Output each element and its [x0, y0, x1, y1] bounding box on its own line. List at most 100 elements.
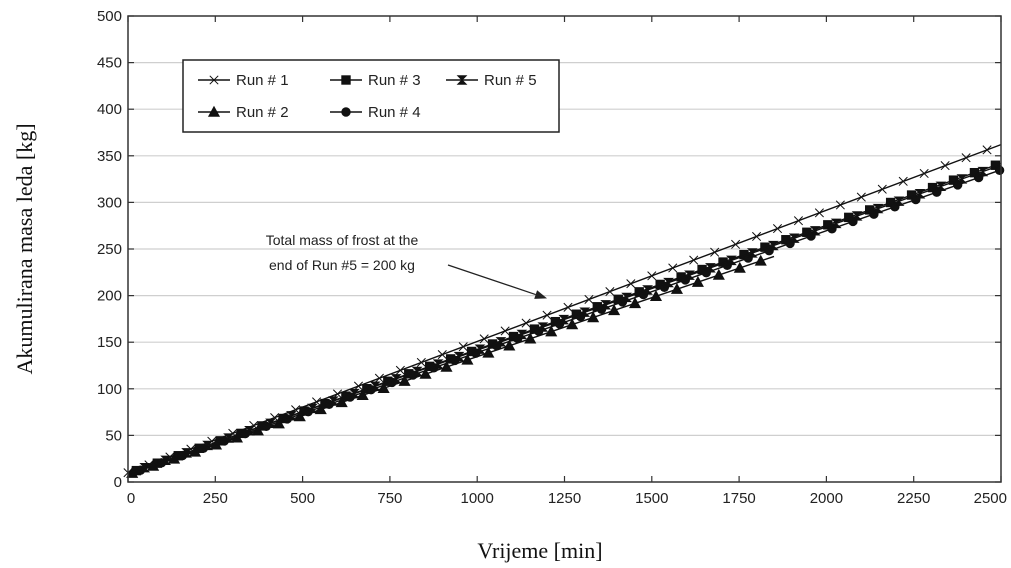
legend-label: Run # 2 — [236, 104, 289, 121]
series-point — [503, 339, 516, 351]
series-point — [348, 388, 360, 399]
series-point — [961, 153, 971, 163]
series-point — [689, 255, 699, 265]
series-point — [877, 184, 887, 194]
series-point — [982, 145, 992, 155]
series-point — [369, 381, 381, 391]
series-point — [956, 174, 968, 184]
series-point — [139, 462, 151, 473]
series-point — [474, 344, 486, 354]
series-4 — [127, 165, 1005, 476]
series-point — [440, 360, 453, 372]
annotation-line-1: Total mass of frost at the — [266, 232, 419, 248]
series-point — [566, 318, 579, 330]
y-tick-label: 0 — [114, 474, 122, 491]
series-point — [977, 166, 989, 177]
series-point — [684, 270, 695, 280]
x-tick-label: 1000 — [461, 490, 494, 507]
series-point — [416, 357, 426, 368]
series-point — [628, 297, 642, 309]
y-tick-label: 150 — [97, 334, 122, 351]
series-point — [482, 346, 495, 358]
series-point — [856, 192, 866, 202]
series-point — [767, 240, 779, 251]
series-point — [306, 403, 318, 414]
series-point — [754, 254, 767, 266]
series-point — [668, 263, 678, 273]
y-tick-labels: 0 50 100 150 200 250 300 350 400 450 500 — [97, 8, 122, 491]
series-point — [793, 216, 804, 226]
series-point — [626, 279, 636, 289]
series-point — [461, 353, 474, 365]
series-point — [398, 374, 411, 386]
annotation-arrowhead — [534, 290, 548, 299]
series-point — [733, 261, 746, 273]
series-point — [390, 374, 402, 384]
series-point — [558, 314, 570, 325]
series-point — [691, 275, 704, 287]
legend-label: Run # 3 — [368, 72, 421, 89]
series-point — [605, 287, 615, 297]
series-point — [835, 200, 845, 210]
y-tick-label: 350 — [97, 148, 122, 165]
series-point — [377, 382, 390, 393]
series-point — [608, 304, 621, 316]
series-point — [314, 403, 327, 415]
y-tick-label: 250 — [97, 241, 122, 258]
x-tick-labels: 0 250 500 750 1000 1250 1500 1750 2000 2250 2500 — [127, 490, 1007, 507]
x-tick-label: 1250 — [548, 490, 581, 507]
series-point — [335, 396, 348, 408]
series-point — [898, 176, 908, 186]
legend-entry: Run # 5 — [446, 72, 537, 89]
series-point — [788, 233, 800, 243]
series-point — [419, 367, 432, 379]
series-point — [726, 255, 737, 266]
series-point — [935, 181, 947, 192]
y-tick-label: 450 — [97, 55, 122, 72]
series-point — [642, 285, 654, 295]
series-line — [127, 143, 1002, 474]
series-point — [521, 318, 531, 328]
series-point — [893, 196, 905, 206]
series-point — [705, 263, 716, 273]
series-point — [286, 411, 297, 421]
series-point — [809, 226, 821, 236]
y-tick-label: 400 — [97, 101, 122, 118]
series-point — [181, 448, 193, 458]
tick-marks — [127, 15, 1002, 483]
series-point — [940, 161, 950, 171]
x-tick-label: 2250 — [897, 490, 930, 507]
legend-label: Run # 4 — [368, 104, 421, 121]
series-group — [123, 143, 1005, 478]
series-point — [649, 290, 663, 302]
y-tick-label: 500 — [97, 8, 122, 25]
y-tick-label: 50 — [105, 427, 122, 444]
series-point — [542, 310, 552, 320]
series-point — [524, 332, 537, 344]
annotation-arrow — [447, 264, 536, 296]
series-point — [579, 307, 591, 317]
legend-label: Run # 1 — [236, 72, 289, 89]
legend-marker — [341, 107, 351, 117]
series-point — [244, 425, 255, 436]
series-point — [458, 342, 468, 352]
y-tick-label: 300 — [97, 194, 122, 211]
series-point — [500, 326, 510, 336]
series-point — [432, 359, 444, 369]
x-tick-label: 250 — [203, 490, 228, 507]
series-point — [600, 300, 612, 310]
series-point — [223, 433, 234, 443]
legend-entry: Run # 2 — [198, 104, 289, 121]
legend: Run # 1 Run # 3 Run # 5 Run # 2 Run # 4 — [182, 59, 560, 133]
series-point — [663, 277, 674, 288]
series-point — [647, 271, 657, 281]
y-axis-title: Akumulirana masa leda [kg] — [12, 123, 37, 374]
series-point — [563, 302, 573, 312]
legend-marker — [207, 105, 221, 117]
annotation: Total mass of frost at the end of Run #5… — [266, 232, 548, 299]
x-tick-label: 500 — [290, 490, 315, 507]
series-point — [919, 168, 929, 179]
y-tick-label: 100 — [97, 381, 122, 398]
legend-label: Run # 5 — [484, 72, 537, 89]
x-tick-label: 0 — [127, 490, 135, 507]
